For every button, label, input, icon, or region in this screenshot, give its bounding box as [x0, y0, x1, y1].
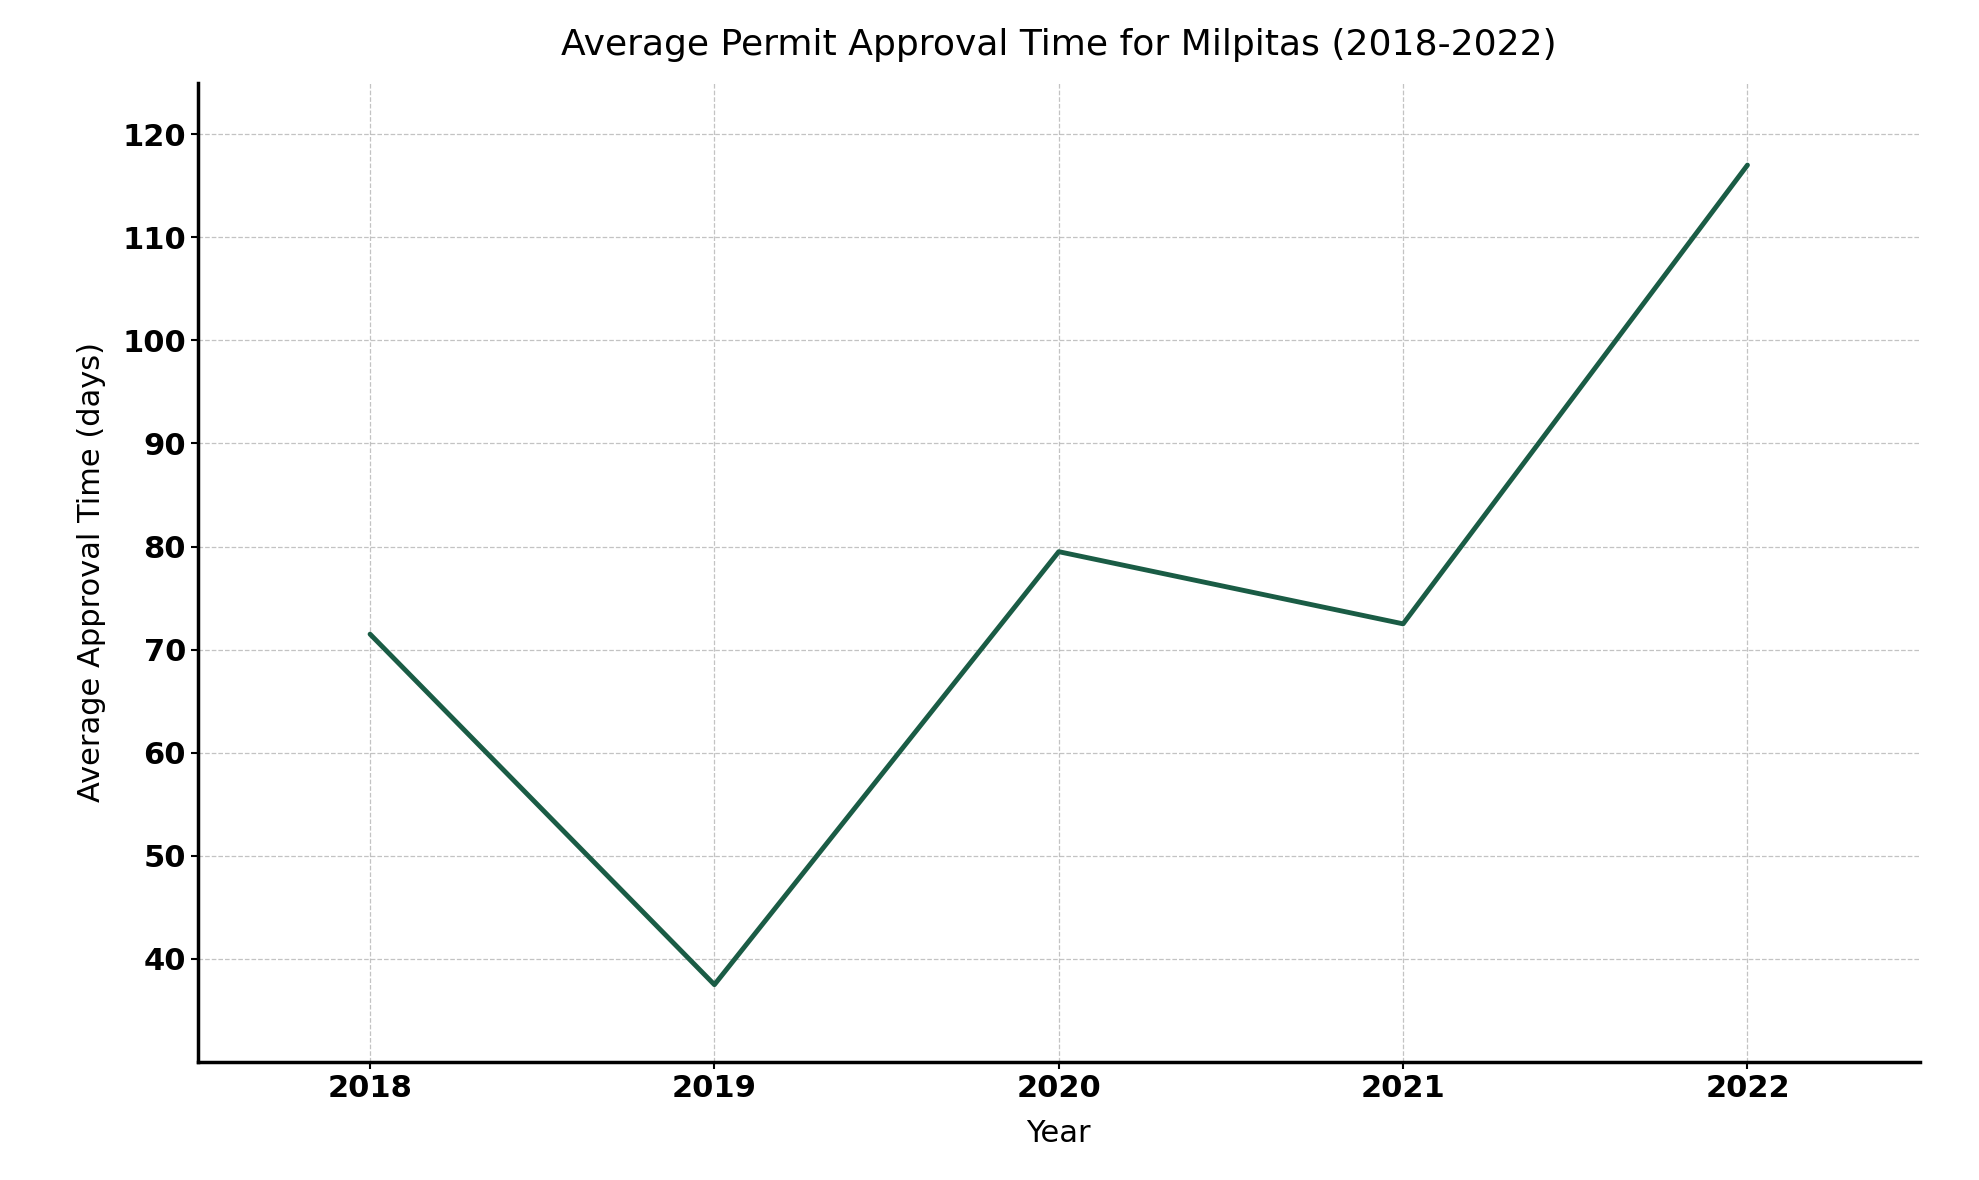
Y-axis label: Average Approval Time (days): Average Approval Time (days) — [77, 342, 105, 802]
X-axis label: Year: Year — [1027, 1120, 1090, 1148]
Title: Average Permit Approval Time for Milpitas (2018-2022): Average Permit Approval Time for Milpita… — [560, 28, 1557, 61]
